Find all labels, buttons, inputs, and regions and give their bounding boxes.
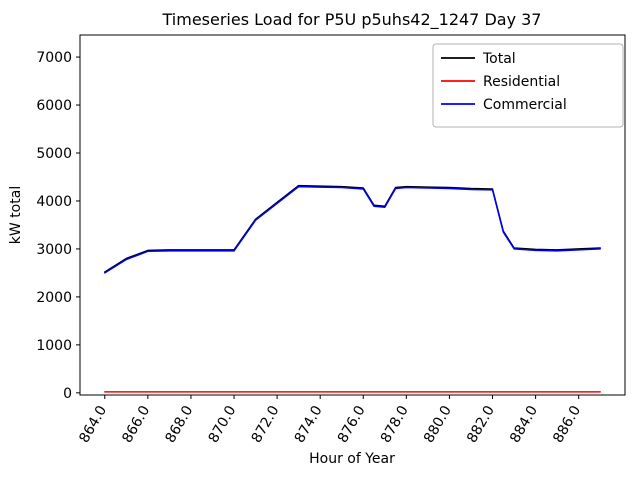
x-tick-label: 868.0 — [162, 403, 196, 446]
axes-spines — [79, 34, 626, 396]
x-axis-label: Hour of Year — [309, 451, 395, 467]
x-tick-label: 876.0 — [335, 403, 369, 446]
legend-box — [432, 43, 624, 128]
series-line-commercial — [104, 185, 601, 274]
y-tick-label: 1000 — [36, 338, 72, 354]
y-tick-label: 4000 — [36, 194, 72, 210]
legend-label-total: Total — [482, 51, 516, 67]
x-tick-label: 878.0 — [378, 403, 412, 446]
x-tick-label: 874.0 — [292, 403, 326, 446]
x-tick-label: 886.0 — [550, 403, 584, 446]
y-tick-label: 5000 — [36, 146, 72, 162]
y-tick-label: 6000 — [36, 98, 72, 114]
x-tick-label: 870.0 — [206, 403, 240, 446]
x-axis-ticks: 864.0 866.0 868.0 870.0 872.0 874.0 876.0 878.0… — [76, 395, 584, 446]
x-tick-label: 872.0 — [249, 403, 283, 446]
x-tick-label: 864.0 — [76, 403, 110, 446]
legend: Total Residential Commercial — [432, 43, 624, 128]
y-axis-ticks: 0 1000 2000 3000 4000 5000 6000 7000 — [36, 50, 80, 402]
x-tick-label: 866.0 — [119, 403, 153, 446]
legend-label-residential: Residential — [483, 74, 560, 90]
series-layer — [104, 184, 601, 393]
y-axis-label: kW total — [8, 186, 24, 244]
legend-label-commercial: Commercial — [483, 97, 567, 113]
y-tick-label: 2000 — [36, 290, 72, 306]
y-tick-label: 7000 — [36, 50, 72, 66]
chart-title: Timeseries Load for P5U p5uhs42_1247 Day… — [162, 10, 542, 30]
x-tick-label: 880.0 — [421, 403, 455, 446]
x-tick-label: 884.0 — [507, 403, 541, 446]
y-tick-label: 0 — [63, 386, 72, 402]
y-tick-label: 3000 — [36, 242, 72, 258]
x-tick-label: 882.0 — [464, 403, 498, 446]
